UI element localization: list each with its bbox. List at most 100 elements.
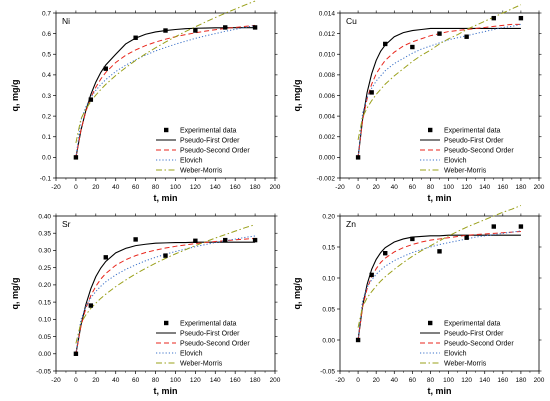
panel-cu: -20 0 20 40 60 80 100 120 140 160 180 200 -0.002 0.00…: [292, 4, 545, 203]
x-tick-label: 160: [497, 377, 508, 384]
x-axis-title: t, min: [428, 193, 452, 203]
data-point: [369, 90, 374, 95]
x-tick-label: 20: [373, 184, 381, 191]
y-tick-label: 0.4: [42, 72, 51, 79]
data-point: [410, 236, 415, 242]
y-tick-label: 0.1: [42, 134, 51, 141]
series-line-pso: [357, 23, 521, 158]
legend-label-elo: Elovich: [180, 351, 203, 358]
data-point: [437, 31, 442, 36]
y-axis-title: q, mg/g: [292, 278, 302, 310]
y-tick-label: 0.7: [42, 10, 51, 17]
x-tick-label: 140: [210, 184, 221, 191]
x-axis-title: t, min: [154, 193, 178, 203]
y-tick-label: 0.2: [42, 113, 51, 120]
x-tick-label: 60: [132, 377, 140, 384]
x-tick-label: 100: [443, 377, 454, 384]
x-tick-label: 0: [74, 184, 78, 191]
series-line-pfo: [75, 241, 256, 354]
y-tick-label: 0.6: [42, 31, 51, 38]
legend-label-pfo: Pseudo-First Order: [444, 138, 504, 145]
legend-label-exp: Experimental data: [180, 128, 237, 135]
x-tick-label: 160: [497, 184, 508, 191]
x-tick-label: 80: [152, 184, 160, 191]
series-line-pfo: [75, 27, 256, 158]
data-point: [73, 155, 79, 160]
data-point: [491, 224, 496, 229]
x-tick-label: 40: [112, 377, 120, 384]
legend-label-pso: Pseudo-Second Order: [444, 341, 514, 348]
data-point: [133, 237, 138, 242]
legend-label-pfo: Pseudo-First Order: [180, 138, 240, 145]
y-tick-label: 0.00: [38, 351, 51, 358]
y-tick-label: 0.20: [322, 213, 335, 220]
data-point: [355, 337, 361, 343]
data-point: [88, 303, 94, 308]
y-tick-label: 0.012: [319, 31, 336, 38]
y-tick-label: 0.05: [38, 334, 51, 341]
x-axis-title: t, min: [428, 386, 452, 396]
series-line-wm: [75, 0, 256, 144]
y-tick-label: 0.014: [319, 10, 336, 17]
x-tick-label: -20: [335, 377, 345, 384]
series-line-pfo: [357, 27, 521, 158]
data-point: [491, 15, 496, 21]
x-tick-label: 140: [479, 184, 490, 191]
y-tick-label: 0.006: [319, 93, 336, 100]
x-tick-label: 80: [427, 184, 435, 191]
x-tick-label: -20: [51, 184, 61, 191]
data-point: [223, 237, 228, 243]
series-line-pso: [75, 24, 256, 158]
x-tick-label: 100: [170, 184, 181, 191]
legend-label-elo: Elovich: [180, 158, 203, 165]
series-line-wm: [75, 224, 256, 344]
x-tick-label: 120: [461, 184, 472, 191]
series-line-pso: [75, 237, 256, 354]
x-tick-label: 120: [190, 377, 201, 384]
x-tick-label: 200: [270, 184, 281, 191]
panel-label: Cu: [346, 16, 357, 26]
legend-label-pso: Pseudo-Second Order: [444, 148, 514, 155]
series-line-elo: [75, 25, 256, 158]
y-tick-label: 0.0: [42, 155, 51, 162]
x-tick-label: 80: [152, 377, 160, 384]
x-tick-label: 200: [534, 377, 545, 384]
y-tick-label: 0.30: [38, 248, 51, 255]
data-point: [73, 351, 79, 356]
data-point: [223, 25, 228, 30]
legend-label-wm: Weber-Morris: [444, 168, 487, 175]
legend-label-wm: Weber-Morris: [180, 361, 223, 368]
y-tick-label: 0.20: [38, 282, 51, 289]
legend-label-elo: Elovich: [444, 351, 467, 358]
x-tick-label: -20: [51, 377, 61, 384]
data-point: [193, 28, 198, 33]
legend-swatch-exp: [164, 320, 169, 326]
x-tick-label: 100: [443, 184, 454, 191]
legend-label-pfo: Pseudo-First Order: [444, 331, 504, 338]
x-tick-label: 20: [92, 184, 100, 191]
y-tick-label: 0.002: [319, 134, 336, 141]
legend-swatch-exp: [428, 127, 433, 133]
legend-label-exp: Experimental data: [444, 128, 501, 135]
x-axis-title: t, min: [154, 386, 178, 396]
y-tick-label: -0.002: [317, 175, 336, 182]
x-tick-label: 20: [92, 377, 100, 384]
x-tick-label: 140: [210, 377, 221, 384]
y-axis-title: q, mg/g: [10, 278, 20, 310]
legend-label-elo: Elovich: [444, 158, 467, 165]
y-tick-label: -0.1: [40, 175, 52, 182]
x-tick-label: 160: [230, 377, 241, 384]
panel-zn: -20 0 20 40 60 80 100 120 140 160 180 200 -0.05 0.00 0…: [292, 204, 545, 396]
x-tick-label: 100: [170, 377, 181, 384]
x-tick-label: 40: [112, 184, 120, 191]
legend-box: [418, 316, 535, 368]
x-tick-label: 120: [190, 184, 201, 191]
data-point: [437, 249, 442, 254]
legend-label-pso: Pseudo-Second Order: [180, 148, 250, 155]
x-tick-label: 80: [427, 377, 435, 384]
legend-box: [154, 316, 271, 368]
legend: Experimental data Pseudo-First Order Pseud…: [154, 123, 271, 175]
data-point: [133, 35, 138, 40]
y-axis-title: q, mg/g: [10, 80, 20, 112]
data-point: [103, 66, 108, 71]
